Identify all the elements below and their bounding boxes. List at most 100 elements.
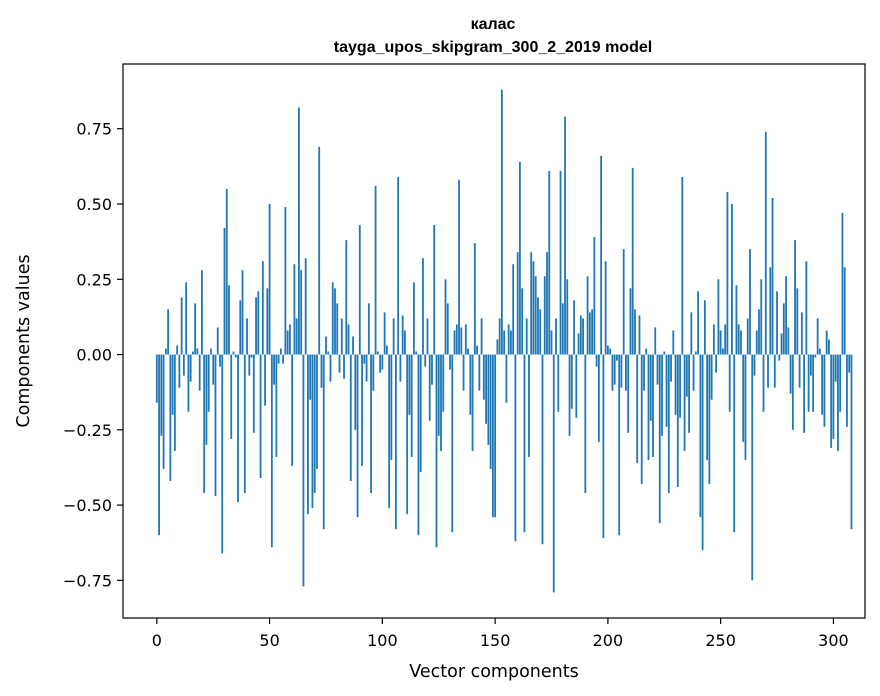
bar-component-162 <box>521 288 524 355</box>
y-tick-label: 0.25 <box>76 270 112 289</box>
bar-component-94 <box>367 303 370 355</box>
bar-component-124 <box>435 354 438 548</box>
bar-component-168 <box>534 276 537 355</box>
chart-title: калас <box>471 16 516 33</box>
bar-component-119 <box>424 354 427 367</box>
bar-component-154 <box>503 330 506 355</box>
bar-component-177 <box>555 318 557 355</box>
bar-component-226 <box>665 354 668 427</box>
bar-component-71 <box>316 354 318 469</box>
bar-component-240 <box>697 291 699 355</box>
bar-component-56 <box>282 354 285 364</box>
bar-component-211 <box>631 167 634 355</box>
x-tick-label: 200 <box>593 631 624 650</box>
bar-component-158 <box>512 264 515 355</box>
bar-component-297 <box>825 330 828 355</box>
bar-component-305 <box>843 267 846 355</box>
bar-component-148 <box>489 354 492 469</box>
bar-component-34 <box>232 351 235 355</box>
bar-component-223 <box>658 354 661 524</box>
bar-component-212 <box>634 309 636 355</box>
bar-component-170 <box>539 309 542 355</box>
bar-component-135 <box>460 327 463 355</box>
bar-component-192 <box>588 312 591 355</box>
bar-component-63 <box>298 107 300 355</box>
bar-component-114 <box>413 282 415 355</box>
bar-component-5 <box>167 309 169 355</box>
bar-component-136 <box>462 354 465 391</box>
bar-component-69 <box>311 354 314 509</box>
bar-component-197 <box>600 155 603 355</box>
y-tick-label: −0.50 <box>63 496 112 515</box>
bar-component-29 <box>221 354 224 554</box>
bar-component-199 <box>604 261 607 355</box>
bar-component-178 <box>557 354 560 412</box>
bar-component-139 <box>469 354 472 415</box>
bar-component-184 <box>570 354 573 409</box>
bar-component-128 <box>444 279 447 355</box>
bar-component-87 <box>352 336 354 355</box>
bar-component-173 <box>546 252 548 355</box>
bar-component-121 <box>428 354 431 421</box>
bar-component-193 <box>591 309 593 355</box>
bar-component-153 <box>500 89 503 355</box>
bar-component-219 <box>649 354 652 421</box>
bar-component-260 <box>742 354 745 442</box>
bar-component-238 <box>692 354 695 391</box>
bar-component-220 <box>652 354 654 457</box>
bar-component-209 <box>627 354 630 433</box>
bar-component-116 <box>417 354 420 536</box>
bar-component-45 <box>257 291 260 355</box>
bar-component-171 <box>541 354 544 545</box>
bar-component-221 <box>654 327 657 355</box>
x-axis-label: Vector components <box>409 662 578 682</box>
bar-component-54 <box>277 354 280 364</box>
bar-component-207 <box>622 249 625 355</box>
bar-component-252 <box>724 324 727 355</box>
bar-component-272 <box>769 267 772 355</box>
bar-component-137 <box>464 324 467 355</box>
bar-component-283 <box>794 240 796 355</box>
bar-component-55 <box>279 348 282 355</box>
bar-component-146 <box>485 354 487 424</box>
bar-component-101 <box>383 312 386 355</box>
bar-component-27 <box>216 327 219 355</box>
bar-component-110 <box>404 330 406 355</box>
bar-component-64 <box>300 270 303 355</box>
bar-component-266 <box>755 330 758 355</box>
bar-component-81 <box>338 354 341 373</box>
bar-component-89 <box>356 354 359 518</box>
bars-group <box>155 89 853 593</box>
bar-component-183 <box>568 354 571 436</box>
bar-component-118 <box>422 258 424 355</box>
bar-component-35 <box>234 354 237 358</box>
bar-component-129 <box>446 303 449 355</box>
bar-component-10 <box>178 354 181 388</box>
bar-component-269 <box>762 354 765 412</box>
bar-component-105 <box>392 318 395 355</box>
bar-component-288 <box>805 261 808 355</box>
bar-component-160 <box>516 252 519 355</box>
bar-component-86 <box>349 354 352 482</box>
bar-component-303 <box>839 354 842 412</box>
bar-component-247 <box>712 324 715 355</box>
bar-component-277 <box>780 333 783 355</box>
bar-component-249 <box>717 279 720 355</box>
bar-component-73 <box>320 354 323 388</box>
bar-component-261 <box>744 354 747 460</box>
bar-component-72 <box>318 146 321 355</box>
y-tick-label: −0.75 <box>63 571 112 590</box>
bar-component-306 <box>846 354 848 427</box>
bar-component-165 <box>528 354 530 457</box>
bar-component-99 <box>379 354 381 373</box>
bar-component-59 <box>288 324 291 355</box>
bar-component-126 <box>440 354 442 451</box>
bar-component-76 <box>327 351 330 355</box>
bar-component-202 <box>611 354 614 391</box>
bar-component-1 <box>158 354 160 536</box>
bar-component-142 <box>476 345 478 355</box>
bar-component-58 <box>286 330 289 355</box>
bar-component-140 <box>471 354 474 451</box>
bar-component-257 <box>735 285 738 355</box>
